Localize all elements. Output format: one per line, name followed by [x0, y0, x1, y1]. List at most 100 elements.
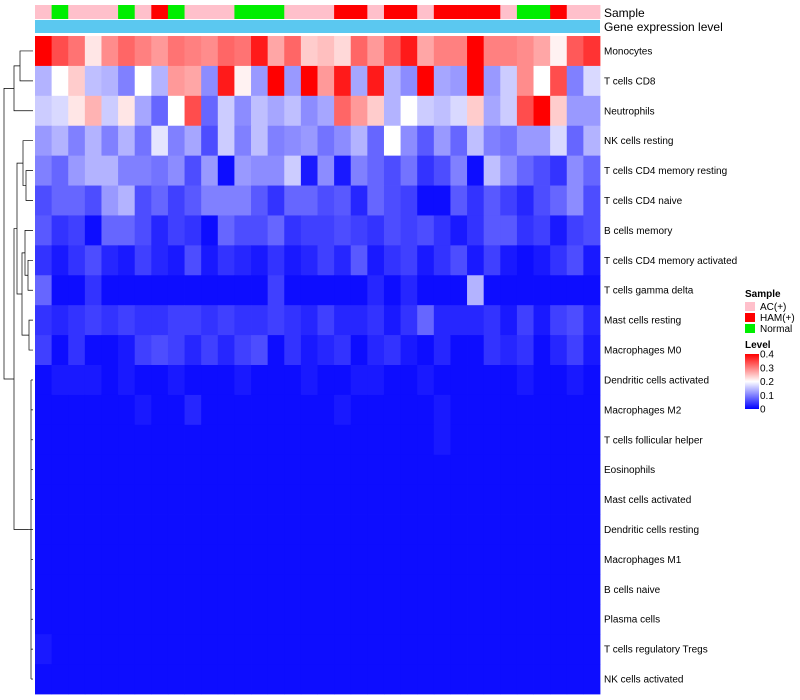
heatmap-cell	[566, 514, 584, 545]
heatmap-cell	[383, 634, 401, 665]
heatmap-cell	[151, 365, 169, 396]
heatmap-cell	[400, 185, 418, 216]
level-legend-tick: 0	[760, 405, 766, 416]
heatmap-cell	[134, 514, 152, 545]
heatmap-cell	[51, 36, 69, 67]
heatmap-cell	[317, 514, 335, 545]
heatmap-cell	[467, 185, 485, 216]
row-label: Macrophages M2	[604, 405, 682, 416]
heatmap-cell	[367, 514, 385, 545]
heatmap-cell	[217, 544, 235, 575]
heatmap-cell	[68, 604, 86, 635]
row-label: Mast cells activated	[604, 495, 691, 506]
heatmap-cell	[583, 125, 601, 157]
heatmap-cell	[367, 424, 385, 456]
row-label: B cells naive	[604, 585, 661, 596]
heatmap-cell	[383, 424, 401, 456]
heatmap-cell	[433, 544, 451, 575]
heatmap-cell	[500, 574, 518, 605]
heatmap-cell	[201, 454, 219, 486]
heatmap-cell	[251, 664, 269, 695]
sample-annotation-cell	[400, 5, 418, 19]
heatmap-cell	[167, 634, 185, 665]
heatmap-cell	[566, 484, 584, 515]
heatmap-cell	[68, 634, 86, 665]
heatmap-cell	[367, 125, 385, 157]
heatmap-cell	[400, 305, 418, 336]
heatmap-cell	[68, 245, 86, 276]
heatmap-cell	[317, 454, 335, 486]
heatmap-cell	[450, 394, 468, 426]
heatmap-cell	[350, 664, 368, 695]
heatmap-cell	[184, 155, 202, 186]
heatmap-cell	[417, 65, 435, 97]
heatmap-cell	[151, 125, 169, 157]
heatmap-cell	[317, 544, 335, 575]
heatmap-cell	[583, 155, 601, 186]
heatmap-cell	[300, 424, 318, 456]
heatmap-cell	[35, 574, 53, 605]
heatmap-cell	[284, 454, 302, 486]
heatmap-cell	[367, 634, 385, 665]
heatmap-cell	[101, 95, 119, 127]
heatmap-cell	[400, 36, 418, 67]
heatmap-cell	[35, 155, 53, 186]
sample-annotation-cell	[101, 5, 119, 19]
heatmap-cell	[334, 95, 352, 127]
level-colorbar	[745, 354, 759, 409]
heatmap-cell	[51, 484, 69, 515]
heatmap-cell	[550, 514, 568, 545]
sample-annotation-cell	[467, 5, 485, 19]
heatmap-cell	[467, 365, 485, 396]
heatmap-cell	[467, 36, 485, 67]
heatmap-cell	[300, 215, 318, 246]
heatmap-cell	[334, 155, 352, 186]
heatmap-cell	[134, 634, 152, 665]
dendrogram-branch	[13, 65, 33, 112]
dendrogram-branch	[25, 170, 33, 201]
heatmap-cell	[234, 365, 252, 396]
heatmap-cell	[483, 185, 501, 216]
heatmap-cell	[134, 185, 152, 216]
heatmap-cell	[35, 604, 53, 635]
heatmap-cell	[533, 514, 551, 545]
sample-legend-label: AC(+)	[760, 302, 786, 313]
heatmap-cell	[151, 634, 169, 665]
heatmap-cell	[68, 305, 86, 336]
heatmap-cell	[217, 604, 235, 635]
heatmap-cell	[417, 365, 435, 396]
heatmap-cell	[134, 484, 152, 515]
heatmap-cell	[201, 215, 219, 246]
heatmap-cell	[300, 95, 318, 127]
heatmap-cell	[118, 424, 136, 456]
heatmap-cell	[217, 574, 235, 605]
heatmap-cell	[167, 155, 185, 186]
heatmap-cell	[51, 215, 69, 246]
heatmap-cell	[516, 155, 534, 186]
heatmap-cell	[367, 245, 385, 276]
heatmap-cell	[500, 544, 518, 575]
heatmap-cell	[383, 394, 401, 426]
heatmap-cell	[300, 484, 318, 515]
heatmap-cell	[383, 664, 401, 695]
heatmap-cell	[284, 634, 302, 665]
heatmap-cell	[217, 245, 235, 276]
heatmap-cell	[184, 484, 202, 515]
heatmap-cell	[118, 36, 136, 67]
heatmap-cell	[84, 245, 102, 276]
heatmap-cell	[566, 454, 584, 486]
heatmap-cell	[68, 365, 86, 396]
heatmap-cell	[51, 604, 69, 635]
heatmap-cell	[533, 155, 551, 186]
sample-annotation-cell	[367, 5, 385, 19]
heatmap-cell	[101, 36, 119, 67]
heatmap-cell	[118, 305, 136, 336]
heatmap-cell	[350, 484, 368, 515]
heatmap-cell	[234, 574, 252, 605]
heatmap-cell	[251, 574, 269, 605]
heatmap-cell	[134, 335, 152, 366]
heatmap-cell	[184, 634, 202, 665]
heatmap-cell	[417, 514, 435, 545]
heatmap-cell	[201, 36, 219, 67]
